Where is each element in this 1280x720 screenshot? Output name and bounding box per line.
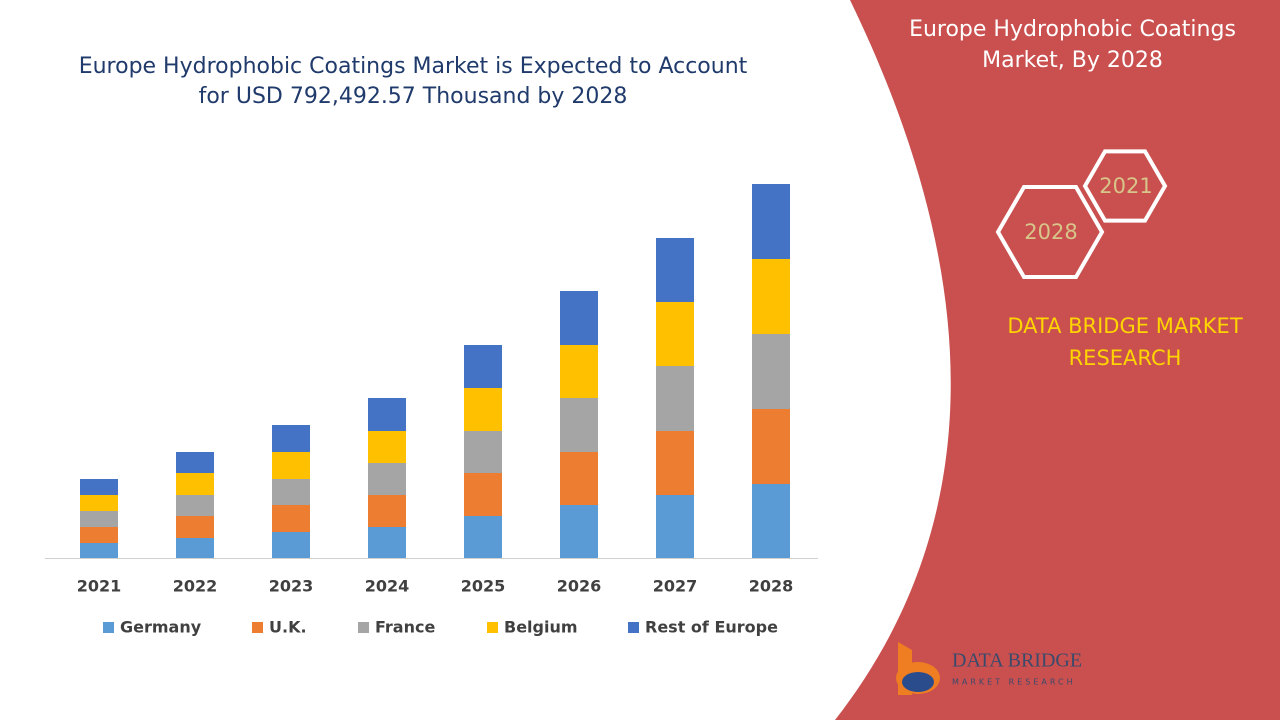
legend-swatch <box>103 622 114 633</box>
bar-segment <box>176 452 214 473</box>
bar-segment <box>656 495 694 558</box>
bar-segment <box>176 538 214 558</box>
legend-label: France <box>375 618 435 637</box>
bar-segment <box>368 495 406 527</box>
hexagon <box>995 185 1105 279</box>
bar-segment <box>656 302 694 366</box>
bar-segment <box>368 398 406 431</box>
bar-segment <box>176 473 214 495</box>
bar-segment <box>752 184 790 259</box>
bar-segment <box>272 505 310 532</box>
hexagon <box>1082 149 1168 223</box>
bar-segment <box>752 409 790 484</box>
bar-segment <box>560 398 598 452</box>
hexagon-label: 2021 <box>1099 174 1152 198</box>
x-tick-label: 2027 <box>653 577 698 596</box>
bar-segment <box>272 452 310 479</box>
bar-segment <box>560 291 598 345</box>
bar-segment <box>464 473 502 516</box>
bar-segment <box>464 431 502 473</box>
bar-segment <box>80 511 118 527</box>
bar-segment <box>656 366 694 431</box>
x-tick-label: 2023 <box>269 577 314 596</box>
bar-segment <box>176 495 214 516</box>
legend-label: Rest of Europe <box>645 618 778 637</box>
x-tick-label: 2028 <box>749 577 794 596</box>
legend-swatch <box>487 622 498 633</box>
logo-subtext: MARKET RESEARCH <box>952 678 1076 687</box>
bar-segment <box>272 532 310 558</box>
bar-segment <box>368 463 406 495</box>
bar-segment <box>464 388 502 431</box>
legend-label: U.K. <box>269 618 307 637</box>
brand-text: DATA BRIDGE MARKET RESEARCH <box>1007 314 1243 370</box>
bar-segment <box>752 334 790 409</box>
bar-segment <box>80 527 118 543</box>
bar-segment <box>560 505 598 558</box>
panel-title: Europe Hydrophobic Coatings Market, By 2… <box>909 17 1236 73</box>
logo-icon <box>896 642 940 695</box>
bar-segment <box>656 431 694 495</box>
legend-swatch <box>628 622 639 633</box>
bar-segment <box>464 516 502 558</box>
bar-segment <box>656 238 694 302</box>
bar-segment <box>80 479 118 495</box>
logo-shape <box>902 672 934 692</box>
bar-segment <box>560 452 598 505</box>
legend-swatch <box>252 622 263 633</box>
legend-label: Germany <box>120 618 202 637</box>
legend-swatch <box>358 622 369 633</box>
x-tick-label: 2024 <box>365 577 410 596</box>
bar-segment <box>80 543 118 558</box>
bar-segment <box>272 425 310 452</box>
bar-segment <box>368 527 406 558</box>
x-tick-label: 2022 <box>173 577 218 596</box>
logo-text: DATA BRIDGE <box>952 650 1082 672</box>
bar-segment <box>176 516 214 538</box>
bar-segment <box>560 345 598 398</box>
bar-segment <box>272 479 310 505</box>
bar-segment <box>752 259 790 334</box>
x-tick-label: 2021 <box>77 577 122 596</box>
chart-title: Europe Hydrophobic Coatings Market is Ex… <box>78 54 748 109</box>
side-panel <box>835 0 1280 720</box>
bar-segment <box>752 484 790 558</box>
bar-segment <box>464 345 502 388</box>
bar-segment <box>368 431 406 463</box>
legend-label: Belgium <box>504 618 578 637</box>
bar-segment <box>80 495 118 511</box>
x-tick-label: 2025 <box>461 577 506 596</box>
hexagon-label: 2028 <box>1024 220 1077 244</box>
x-tick-label: 2026 <box>557 577 602 596</box>
